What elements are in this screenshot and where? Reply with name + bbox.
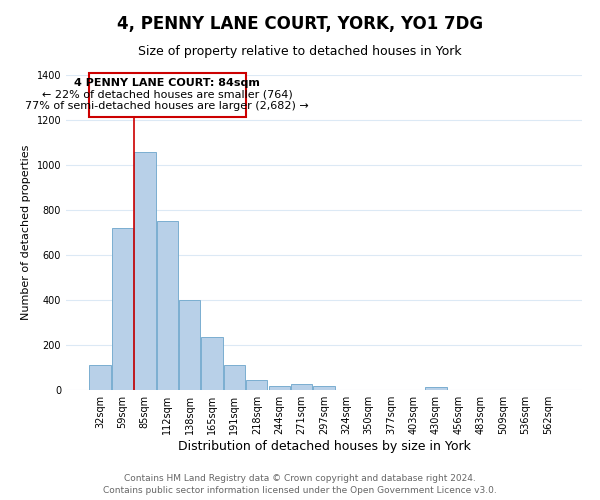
Bar [224, 365, 245, 390]
Text: 77% of semi-detached houses are larger (2,682) →: 77% of semi-detached houses are larger (… [25, 101, 309, 111]
Text: ← 22% of detached houses are smaller (764): ← 22% of detached houses are smaller (76… [42, 90, 293, 100]
Bar [246, 380, 268, 390]
Text: Contains HM Land Registry data © Crown copyright and database right 2024.
Contai: Contains HM Land Registry data © Crown c… [103, 474, 497, 495]
Bar [89, 365, 111, 390]
FancyBboxPatch shape [89, 72, 245, 117]
Bar [134, 152, 155, 390]
Y-axis label: Number of detached properties: Number of detached properties [21, 145, 31, 320]
Bar [179, 300, 200, 390]
Bar [313, 386, 335, 390]
Text: 4 PENNY LANE COURT: 84sqm: 4 PENNY LANE COURT: 84sqm [74, 78, 260, 88]
X-axis label: Distribution of detached houses by size in York: Distribution of detached houses by size … [178, 440, 470, 453]
Bar [157, 221, 178, 390]
Text: 4, PENNY LANE COURT, YORK, YO1 7DG: 4, PENNY LANE COURT, YORK, YO1 7DG [117, 15, 483, 33]
Bar [112, 228, 133, 390]
Bar [425, 386, 446, 390]
Bar [202, 337, 223, 390]
Text: Size of property relative to detached houses in York: Size of property relative to detached ho… [138, 45, 462, 58]
Bar [291, 384, 312, 390]
Bar [269, 386, 290, 390]
